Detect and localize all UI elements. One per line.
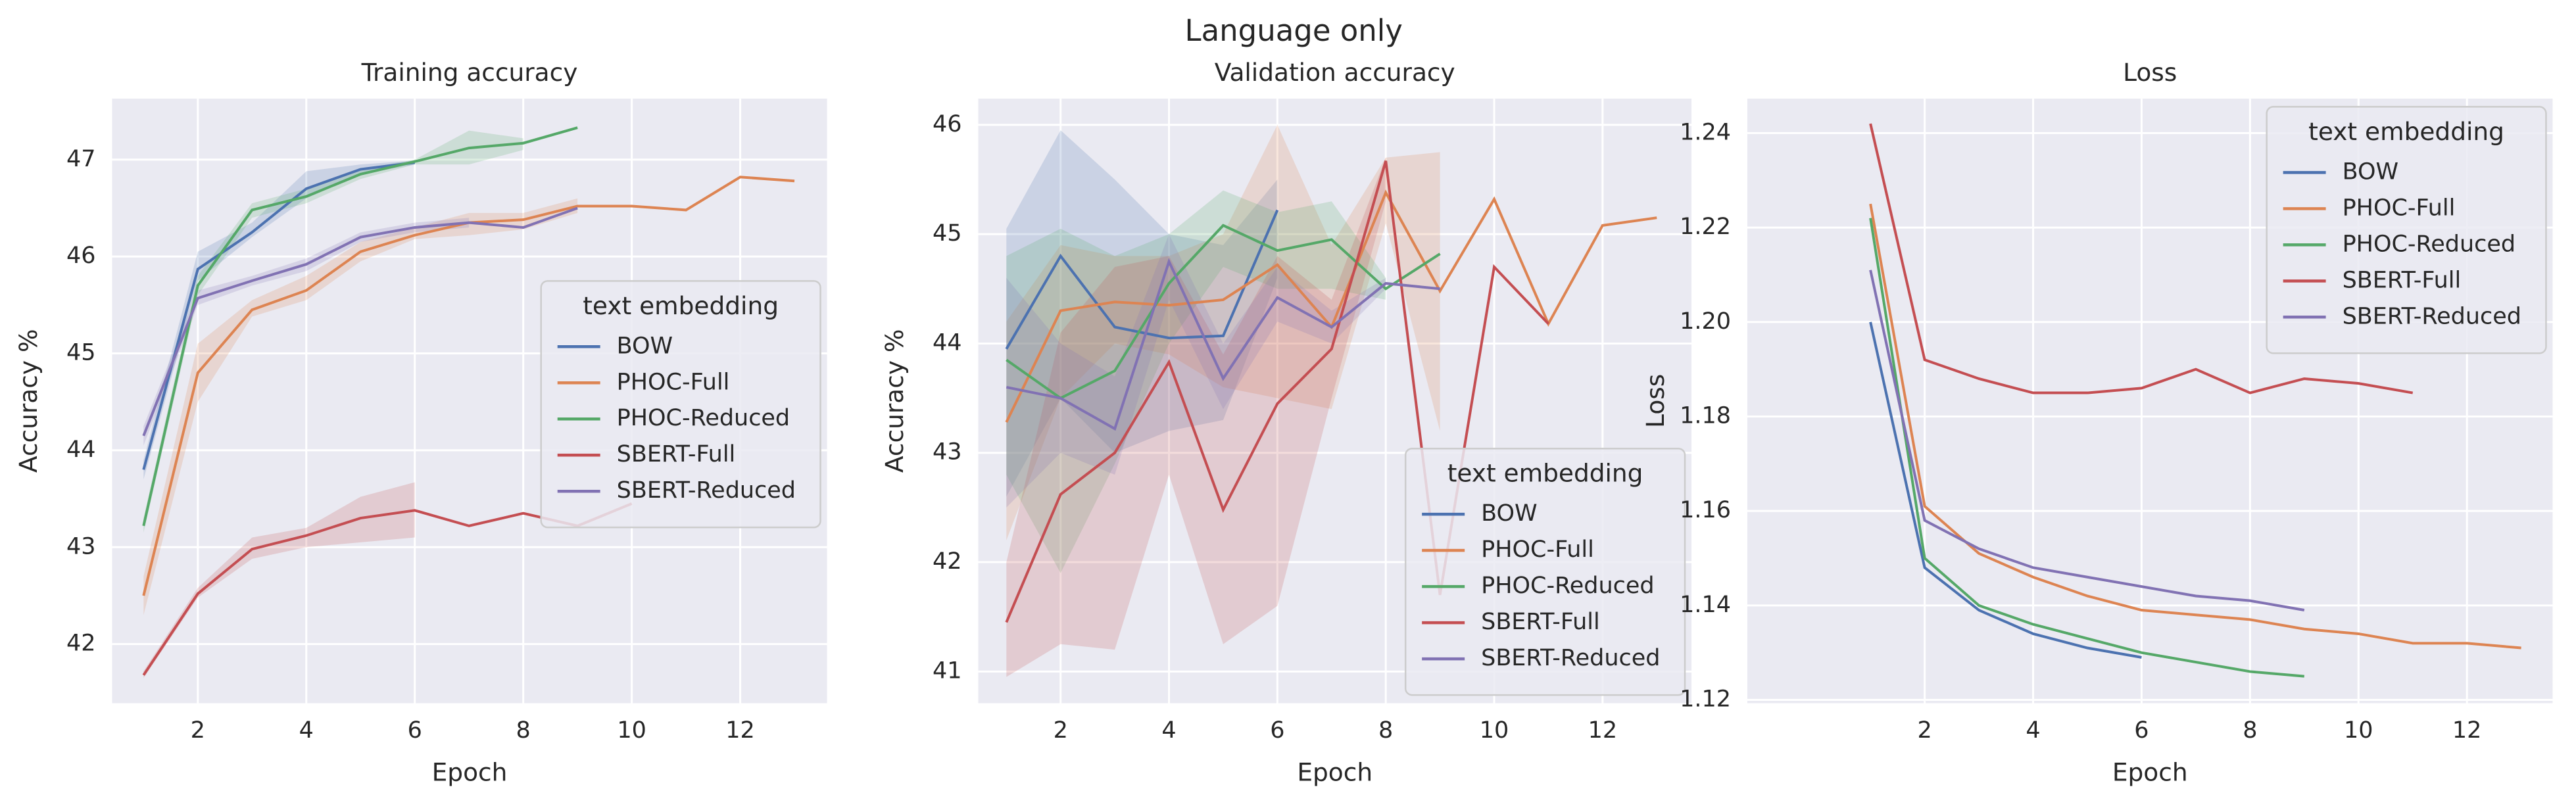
series-line [1006,224,1441,400]
y-axis-label: Loss [1641,374,1670,428]
x-tick-label: 10 [1480,717,1509,744]
x-axis-label: Epoch [1297,758,1373,787]
y-tick-label: 41 [933,657,962,684]
x-tick-label: 2 [1917,717,1932,744]
y-axis-label: Accuracy % [14,329,43,473]
x-tick-label: 6 [1270,717,1284,744]
y-tick-label: 1.24 [1680,119,1731,145]
legend-box [540,280,821,529]
legend-box [2266,106,2547,354]
y-tick-label: 45 [66,340,95,366]
legend-title: text embedding [583,291,779,320]
x-tick-label: 10 [2344,717,2373,744]
x-axis-label: Epoch [432,758,508,787]
y-tick-label: 43 [66,533,95,560]
confidence-band [143,198,578,615]
y-tick-label: 1.20 [1680,308,1731,335]
x-tick-label: 2 [1054,717,1068,744]
confidence-band [1006,157,1386,677]
x-tick-label: 6 [408,717,422,744]
y-tick-label: 45 [933,220,962,247]
y-tick-label: 44 [933,329,962,356]
legend-title: text embedding [2308,117,2504,146]
legend-box [1404,447,1686,696]
legend-label: PHOC-Full [1481,536,1594,563]
series-line [142,126,578,527]
legend-label: PHOC-Reduced [1481,573,1654,599]
x-tick-label: 12 [1588,717,1618,744]
chart-title: Training accuracy [361,58,578,87]
confidence-band [1006,234,1386,508]
series-line [1005,209,1279,350]
series-line [1869,123,2414,394]
legend-label: PHOC-Full [617,369,730,395]
series-line [1869,270,2305,611]
x-tick-label: 8 [1378,717,1393,744]
legend-label: BOW [617,333,673,359]
legend-label: SBERT-Full [2343,267,2462,293]
x-tick-label: 4 [299,717,314,744]
y-tick-label: 43 [933,439,962,465]
y-tick-label: 44 [66,437,95,463]
x-tick-label: 8 [516,717,531,744]
x-tick-label: 6 [2134,717,2149,744]
y-tick-label: 47 [66,146,95,172]
legend-label: SBERT-Reduced [2343,303,2521,329]
confidence-band [143,482,415,679]
chart-title: Validation accuracy [1215,58,1455,87]
legend-label: SBERT-Full [617,441,736,467]
legend: text embedding BOW PHOC-Full PHOC-Reduced SB… [2266,106,2547,354]
series-line [1006,258,1440,431]
legend-label: PHOC-Reduced [2343,231,2515,257]
y-tick-label: 1.16 [1680,497,1731,523]
y-axis-label: Accuracy % [880,329,909,473]
y-tick-label: 1.12 [1680,686,1731,713]
x-tick-label: 10 [617,717,646,744]
legend-label: BOW [1481,500,1537,527]
legend-title: text embedding [1447,459,1643,488]
x-tick-label: 4 [1161,717,1176,744]
y-tick-label: 42 [66,631,95,657]
legend-label: BOW [2343,158,2398,185]
legend-label: SBERT-Full [1481,609,1600,635]
legend: text embedding BOW PHOC-Full PHOC-Reduced SB… [540,280,821,529]
legend-label: SBERT-Reduced [1481,645,1660,671]
legend-label: SBERT-Reduced [617,477,796,504]
series-line [142,206,578,437]
y-tick-label: 1.22 [1680,214,1731,240]
x-tick-label: 12 [2452,717,2482,744]
legend-label: PHOC-Reduced [617,405,790,431]
x-axis-label: Epoch [2112,758,2188,787]
series-line [1869,218,2304,678]
y-tick-label: 46 [66,243,95,269]
confidence-band [1006,190,1386,573]
x-tick-label: 4 [2026,717,2040,744]
x-tick-label: 2 [191,717,205,744]
figure-title: Language only [1185,13,1403,48]
series-line [1869,322,2142,659]
chart-title: Loss [2123,58,2177,87]
x-tick-label: 12 [725,717,755,744]
y-tick-label: 42 [933,548,962,575]
legend: text embedding BOW PHOC-Full PHOC-Reduced SB… [1404,447,1686,696]
y-tick-label: 46 [933,111,962,137]
y-tick-label: 1.14 [1680,592,1731,618]
series-line [1869,203,2521,650]
y-tick-label: 1.18 [1680,402,1731,429]
series-line [142,161,415,470]
legend-label: PHOC-Full [2343,195,2456,221]
x-tick-label: 8 [2243,717,2257,744]
